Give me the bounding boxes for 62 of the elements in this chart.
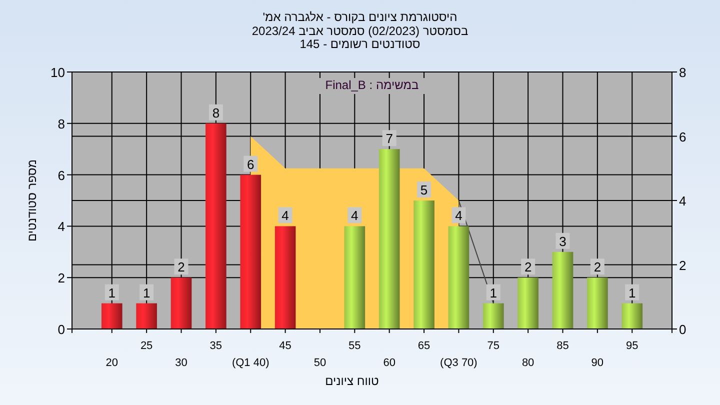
data-label: 3: [559, 234, 566, 249]
x-tick-label: 50: [314, 357, 326, 369]
x-tick-label: 35: [210, 340, 222, 352]
data-label: 2: [178, 260, 185, 275]
bar: [170, 278, 192, 329]
data-label: 1: [142, 285, 150, 300]
bar: [274, 226, 296, 329]
x-tick-label: 55: [348, 340, 361, 352]
x-tick-label: 90: [591, 357, 604, 369]
data-label: 2: [524, 260, 532, 275]
data-label: 1: [628, 285, 636, 300]
x-tick-label: (Q3 70): [440, 357, 478, 369]
x-tick-label: 60: [383, 357, 396, 369]
y2-tick-label: 4: [679, 194, 686, 208]
x-tick-label: 45: [279, 340, 292, 352]
y-tick-label: 8: [58, 116, 65, 132]
bar: [448, 226, 470, 329]
y-axis-title: מספר סטודנטים: [25, 159, 39, 242]
data-label: 8: [212, 105, 220, 120]
bar: [482, 303, 504, 329]
bar: [552, 252, 574, 329]
bar: [518, 278, 538, 329]
y2-tick-label: 8: [679, 65, 686, 80]
bar: [344, 226, 366, 329]
x-tick-label: 80: [522, 357, 534, 369]
bar: [414, 200, 434, 329]
x-tick-label: 95: [626, 340, 638, 352]
bar: [622, 303, 643, 329]
y2-tick-label: 2: [679, 258, 686, 273]
x-tick-label: 20: [106, 357, 118, 369]
x-tick-label: 30: [175, 357, 188, 369]
bar: [136, 303, 157, 329]
data-label: 1: [108, 285, 116, 300]
data-label: 2: [594, 260, 602, 275]
chart-title: היסטוגרמת ציונים בקורס - אלגברה אמ': [262, 10, 458, 24]
bar: [378, 149, 400, 329]
x-tick-label: 85: [556, 340, 569, 352]
y-tick-label: 0: [58, 322, 65, 337]
data-label: 4: [282, 208, 289, 224]
x-axis-title: טווח ציונים: [325, 374, 380, 388]
y-tick-label: 4: [58, 219, 65, 234]
data-label: 1: [490, 285, 498, 300]
bar: [587, 278, 608, 329]
data-label: 5: [420, 182, 428, 198]
annotation: במשימה : Final_B: [325, 78, 419, 92]
x-tick-label: (Q1 40): [232, 357, 270, 369]
x-tick-label: 25: [140, 340, 153, 352]
bar: [101, 303, 122, 329]
data-label: 7: [386, 131, 393, 146]
data-label: 4: [351, 208, 358, 224]
y-tick-label: 6: [58, 168, 65, 183]
data-label: 6: [246, 156, 254, 172]
y2-tick-label: 0: [679, 322, 686, 337]
bar: [206, 123, 226, 329]
y-tick-label: 10: [50, 65, 65, 80]
bar: [240, 174, 262, 329]
data-label: 4: [455, 208, 462, 224]
x-tick-label: 75: [487, 340, 500, 352]
x-tick-label: 65: [418, 340, 430, 352]
y-tick-label: 2: [58, 270, 65, 286]
y2-tick-label: 6: [679, 129, 686, 144]
chart-subtitle: בסמסטר (02/2023) סמסטר אביב 2023/24 סטודנטים רשומים - 145: [252, 24, 468, 51]
